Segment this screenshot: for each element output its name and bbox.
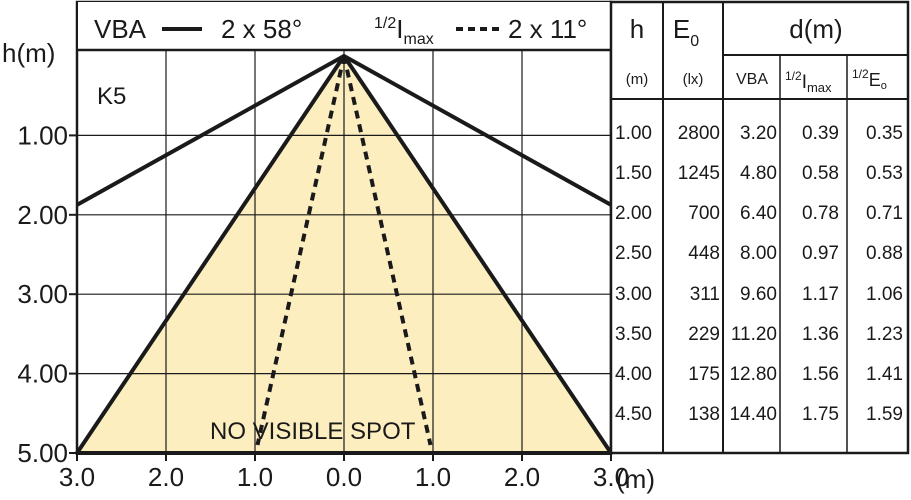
table-h-header: h	[630, 14, 644, 44]
x-tick-label: 3.0	[593, 462, 629, 492]
table-cell-h: 4.00	[615, 364, 652, 385]
x-tick-label: 0.0	[326, 462, 362, 492]
table-row: 4.50 138 14.40 1.75 1.59	[615, 404, 903, 425]
table-rows: 1.00 2800 3.20 0.39 0.35 1.50 1245 4.80 0.58 0.53…	[615, 123, 903, 425]
table-cell-e0: 448	[688, 243, 720, 264]
table-cell-imax: 0.58	[802, 163, 839, 184]
table-cell-imax: 0.78	[802, 203, 839, 224]
table-cell-e0: 138	[688, 404, 720, 425]
table-cell-vba: 6.40	[740, 203, 777, 224]
model-label: K5	[97, 83, 126, 110]
table-cell-imax: 1.75	[802, 404, 839, 425]
y-axis-ticks: 1.00 2.00 3.00 4.00 5.00	[17, 120, 77, 468]
table-row: 2.00 700 6.40 0.78 0.71	[615, 203, 903, 224]
x-tick-label: 3.0	[59, 462, 95, 492]
table-cell-vba: 4.80	[740, 163, 777, 184]
table-d-header: d(m)	[789, 14, 842, 44]
table-cell-e0half: 0.35	[866, 123, 903, 144]
table-row: 4.00 175 12.80 1.56 1.41	[615, 364, 903, 385]
table-half-imax-col: 1/2Imax	[785, 69, 832, 95]
legend-half-imax-angle: 2 x 11°	[508, 14, 587, 44]
half-imax-left-line	[255, 55, 346, 446]
table-cell-h: 2.50	[615, 243, 652, 264]
legend-box	[78, 2, 611, 50]
y-tick-label: 1.00	[17, 120, 68, 150]
table-cell-h: 4.50	[615, 404, 652, 425]
grid-lines	[77, 50, 611, 453]
table-row: 3.00 311 9.60 1.17 1.06	[615, 284, 903, 305]
table-cell-vba: 12.80	[729, 364, 777, 385]
table-cell-h: 3.00	[615, 284, 652, 305]
table-e0-unit: (lx)	[683, 71, 704, 88]
table-cell-e0half: 1.06	[866, 284, 903, 305]
table-cell-e0half: 0.88	[866, 243, 903, 264]
table-cell-e0half: 1.41	[866, 364, 903, 385]
table-cell-imax: 0.39	[802, 123, 839, 144]
table-e0-header: E0	[673, 14, 699, 50]
vba-left-extension	[76, 54, 345, 207]
table-cell-h: 3.50	[615, 324, 652, 345]
legend-half-imax-label: 1/2Imax	[374, 14, 434, 48]
data-table: h E0 d(m) (m) (lx) VBA 1/2Imax 1/2Eo 1.0…	[609, 0, 910, 455]
table-cell-e0: 1245	[678, 163, 720, 184]
table-cell-e0: 175	[688, 364, 720, 385]
table-cell-e0: 700	[688, 203, 720, 224]
table-h-unit: (m)	[626, 71, 649, 88]
table-row: 1.50 1245 4.80 0.58 0.53	[615, 163, 903, 184]
table-cell-vba: 3.20	[740, 123, 777, 144]
vba-right-extension	[343, 54, 612, 207]
x-tick-label: 1.0	[415, 462, 451, 492]
x-tick-label: 2.0	[504, 462, 540, 492]
no-visible-spot-note: NO VISIBLE SPOT	[210, 418, 416, 445]
y-tick-label: 3.00	[17, 279, 68, 309]
table-frame	[609, 0, 910, 455]
x-tick-label: 1.0	[237, 462, 273, 492]
table-cell-h: 2.00	[615, 203, 652, 224]
x-tick-label: 2.0	[148, 462, 184, 492]
table-cell-imax: 1.36	[802, 324, 839, 345]
table-cell-e0half: 0.71	[866, 203, 903, 224]
table-row: 1.00 2800 3.20 0.39 0.35	[615, 123, 903, 144]
table-cell-e0: 229	[688, 324, 720, 345]
table-row: 3.50 229 11.20 1.36 1.23	[615, 324, 903, 345]
y-axis-label: h(m)	[2, 38, 55, 68]
table-cell-vba: 11.20	[731, 324, 777, 345]
table-cell-h: 1.50	[615, 163, 652, 184]
table-cell-e0: 2800	[678, 123, 720, 144]
table-cell-vba: 8.00	[740, 243, 777, 264]
y-tick-label: 5.00	[17, 438, 68, 468]
table-half-e0-col: 1/2Eo	[852, 67, 887, 92]
table-cell-imax: 0.97	[802, 243, 839, 264]
y-tick-label: 2.00	[17, 200, 68, 230]
table-row: 2.50 448 8.00 0.97 0.88	[615, 243, 903, 264]
table-cell-vba: 9.60	[740, 284, 777, 305]
table-cell-e0half: 0.53	[866, 163, 903, 184]
legend-vba-angle: 2 x 58°	[221, 14, 302, 44]
table-vba-col: VBA	[736, 71, 768, 88]
table-cell-vba: 14.40	[729, 404, 777, 425]
half-imax-right-line	[342, 55, 433, 446]
table-cell-h: 1.00	[615, 123, 652, 144]
x-axis-ticks: 3.0 2.0 1.0 0.0 1.0 2.0 3.0	[59, 453, 629, 492]
y-tick-label: 4.00	[17, 359, 68, 389]
x-axis-label: (m)	[616, 464, 655, 494]
legend-vba-label: VBA	[94, 14, 147, 44]
table-cell-imax: 1.17	[802, 284, 839, 305]
table-cell-e0: 311	[690, 284, 720, 305]
table-cell-imax: 1.56	[802, 364, 839, 385]
table-cell-e0half: 1.23	[866, 324, 903, 345]
beam-chart: 1.002.003.004.005.00 3.0 2.0 1.0 0.0 1.0 2.0 3…	[17, 0, 629, 492]
table-cell-e0half: 1.59	[866, 404, 903, 425]
